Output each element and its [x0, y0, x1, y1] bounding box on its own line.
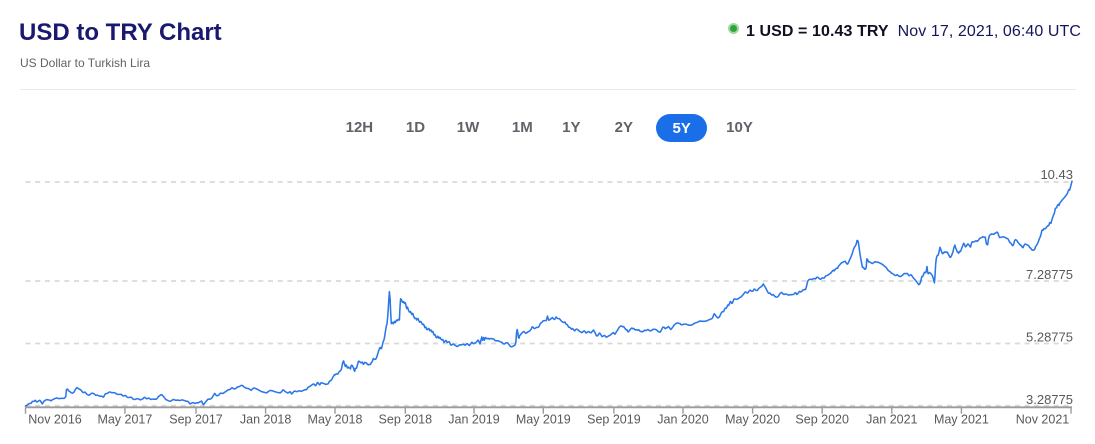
svg-text:Sep 2020: Sep 2020 — [795, 413, 849, 427]
svg-text:May 2020: May 2020 — [725, 413, 780, 427]
svg-text:7.28775: 7.28775 — [1026, 267, 1073, 282]
svg-text:Jan 2021: Jan 2021 — [866, 413, 917, 427]
svg-text:5.28775: 5.28775 — [1026, 330, 1073, 345]
svg-text:May 2017: May 2017 — [97, 413, 152, 427]
svg-text:Sep 2018: Sep 2018 — [379, 413, 433, 427]
svg-text:Nov 2021: Nov 2021 — [1016, 413, 1070, 427]
svg-text:May 2019: May 2019 — [516, 413, 571, 427]
svg-text:Nov 2016: Nov 2016 — [28, 413, 82, 427]
svg-text:Jan 2020: Jan 2020 — [657, 413, 708, 427]
svg-text:Sep 2017: Sep 2017 — [169, 413, 223, 427]
svg-text:Sep 2019: Sep 2019 — [587, 413, 641, 427]
svg-text:Jan 2019: Jan 2019 — [448, 413, 499, 427]
svg-text:10.43: 10.43 — [1040, 167, 1073, 182]
svg-text:May 2021: May 2021 — [934, 413, 989, 427]
svg-text:3.28775: 3.28775 — [1026, 392, 1073, 407]
svg-text:Jan 2018: Jan 2018 — [240, 413, 291, 427]
svg-text:May 2018: May 2018 — [308, 413, 363, 427]
